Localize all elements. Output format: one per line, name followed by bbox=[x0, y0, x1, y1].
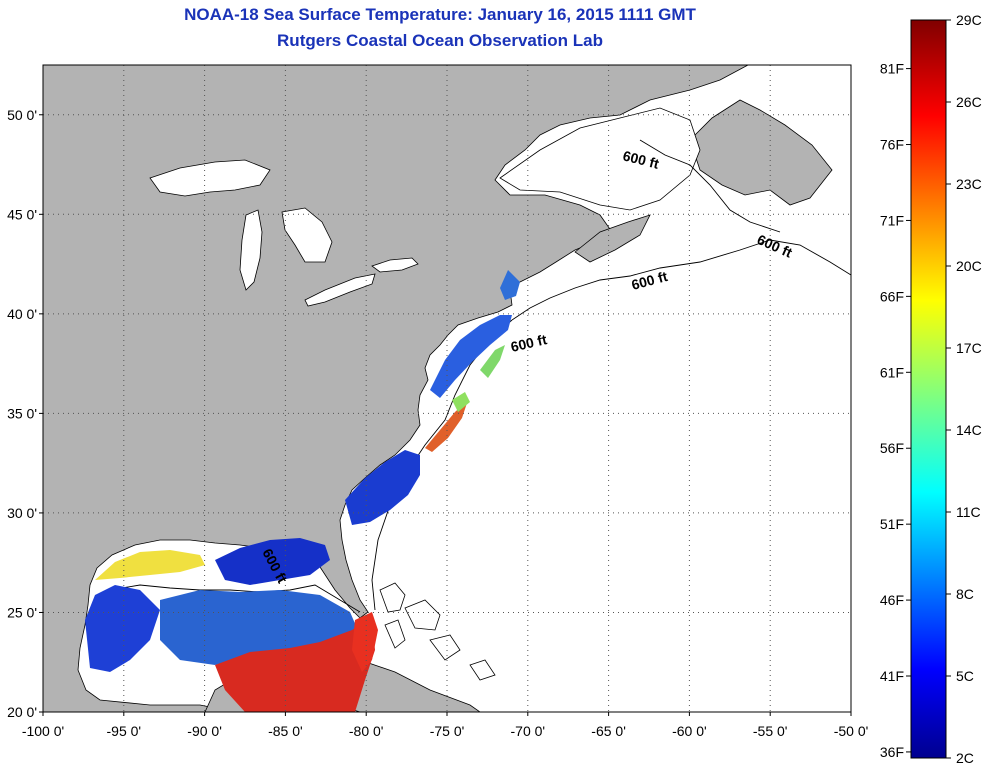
colorbar bbox=[910, 19, 947, 759]
x-tick-label: -60 0' bbox=[672, 723, 707, 739]
x-tick-label: -55 0' bbox=[753, 723, 788, 739]
x-tick-label: -50 0' bbox=[834, 723, 869, 739]
colorbar-c-label: 5C bbox=[956, 668, 974, 684]
x-tick-label: -95 0' bbox=[107, 723, 142, 739]
x-tick-label: -75 0' bbox=[430, 723, 465, 739]
colorbar-f-label: 51F bbox=[880, 516, 904, 532]
colorbar-celsius-labels: 29C 26C 23C 20C 17C 14C 11C 8C 5C 2C bbox=[946, 12, 982, 766]
sst-swath-hatteras-green bbox=[452, 392, 470, 412]
sst-swath-northwest-gulf bbox=[95, 550, 205, 580]
map-title: NOAA-18 Sea Surface Temperature: January… bbox=[184, 5, 696, 24]
colorbar-f-label: 46F bbox=[880, 592, 904, 608]
y-tick-label: 40 0' bbox=[7, 306, 37, 322]
sst-swath-west-gulf bbox=[85, 585, 160, 672]
colorbar-f-label: 61F bbox=[880, 364, 904, 380]
colorbar-f-label: 36F bbox=[880, 744, 904, 760]
colorbar-c-label: 29C bbox=[956, 12, 982, 28]
colorbar-f-label: 81F bbox=[880, 61, 904, 77]
colorbar-f-label: 66F bbox=[880, 288, 904, 304]
x-tick-label: -90 0' bbox=[187, 723, 222, 739]
x-tick-label: -65 0' bbox=[591, 723, 626, 739]
y-tick-label: 30 0' bbox=[7, 505, 37, 521]
landmass-north-america bbox=[43, 65, 749, 712]
sst-overlay bbox=[85, 270, 520, 712]
colorbar-c-label: 20C bbox=[956, 258, 982, 274]
isobath-labrador bbox=[639, 139, 781, 233]
sst-swath-florida-straits bbox=[352, 612, 378, 672]
colorbar-fahrenheit-labels: 81F 76F 71F 66F 61F 56F 51F 46F 41F 36F bbox=[880, 61, 911, 760]
colorbar-f-label: 56F bbox=[880, 440, 904, 456]
isobath-northeast bbox=[511, 239, 851, 321]
colorbar-f-label: 71F bbox=[880, 212, 904, 228]
lake-ontario bbox=[371, 257, 419, 273]
y-tick-label: 50 0' bbox=[7, 107, 37, 123]
lake-erie bbox=[304, 273, 376, 307]
longitude-axis: -100 0' -95 0' -90 0' -85 0' -80 0' -75 0' -70… bbox=[22, 712, 868, 739]
sst-swath-mid-atlantic-warm bbox=[480, 345, 505, 378]
colorbar-c-label: 26C bbox=[956, 94, 982, 110]
y-tick-label: 35 0' bbox=[7, 405, 37, 421]
colorbar-c-label: 14C bbox=[956, 422, 982, 438]
x-tick-label: -85 0' bbox=[268, 723, 303, 739]
colorbar-c-label: 17C bbox=[956, 340, 982, 356]
x-tick-label: -80 0' bbox=[349, 723, 384, 739]
sst-swath-mid-atlantic bbox=[430, 315, 512, 398]
colorbar-f-label: 76F bbox=[880, 137, 904, 153]
map-subtitle: Rutgers Coastal Ocean Observation Lab bbox=[277, 31, 603, 50]
y-tick-label: 45 0' bbox=[7, 206, 37, 222]
lake-superior bbox=[149, 159, 271, 197]
colorbar-c-label: 23C bbox=[956, 176, 982, 192]
y-tick-label: 20 0' bbox=[7, 704, 37, 720]
x-tick-label: -70 0' bbox=[511, 723, 546, 739]
colorbar-f-label: 41F bbox=[880, 668, 904, 684]
landmass-newfoundland bbox=[689, 99, 833, 206]
water-gulf-st-lawrence bbox=[499, 107, 701, 211]
sst-swath-hatteras bbox=[425, 400, 468, 452]
y-tick-label: 25 0' bbox=[7, 604, 37, 620]
lake-huron bbox=[281, 207, 333, 263]
sst-swath-south-gulf-warm bbox=[215, 618, 375, 712]
colorbar-c-label: 2C bbox=[956, 750, 974, 766]
x-tick-label: -100 0' bbox=[22, 723, 64, 739]
colorbar-c-label: 8C bbox=[956, 586, 974, 602]
latitude-axis: 20 0' 25 0' 30 0' 35 0' 40 0' 45 0' 50 0' bbox=[7, 107, 43, 720]
bahamas-islands bbox=[379, 582, 496, 681]
sst-swath-southeast bbox=[345, 450, 420, 525]
sst-swath-northeast-gulf bbox=[215, 538, 330, 585]
lake-michigan bbox=[239, 209, 263, 291]
colorbar-c-label: 11C bbox=[956, 504, 981, 520]
landmass-nova-scotia bbox=[574, 214, 651, 263]
sst-swath-new-england bbox=[500, 270, 520, 300]
